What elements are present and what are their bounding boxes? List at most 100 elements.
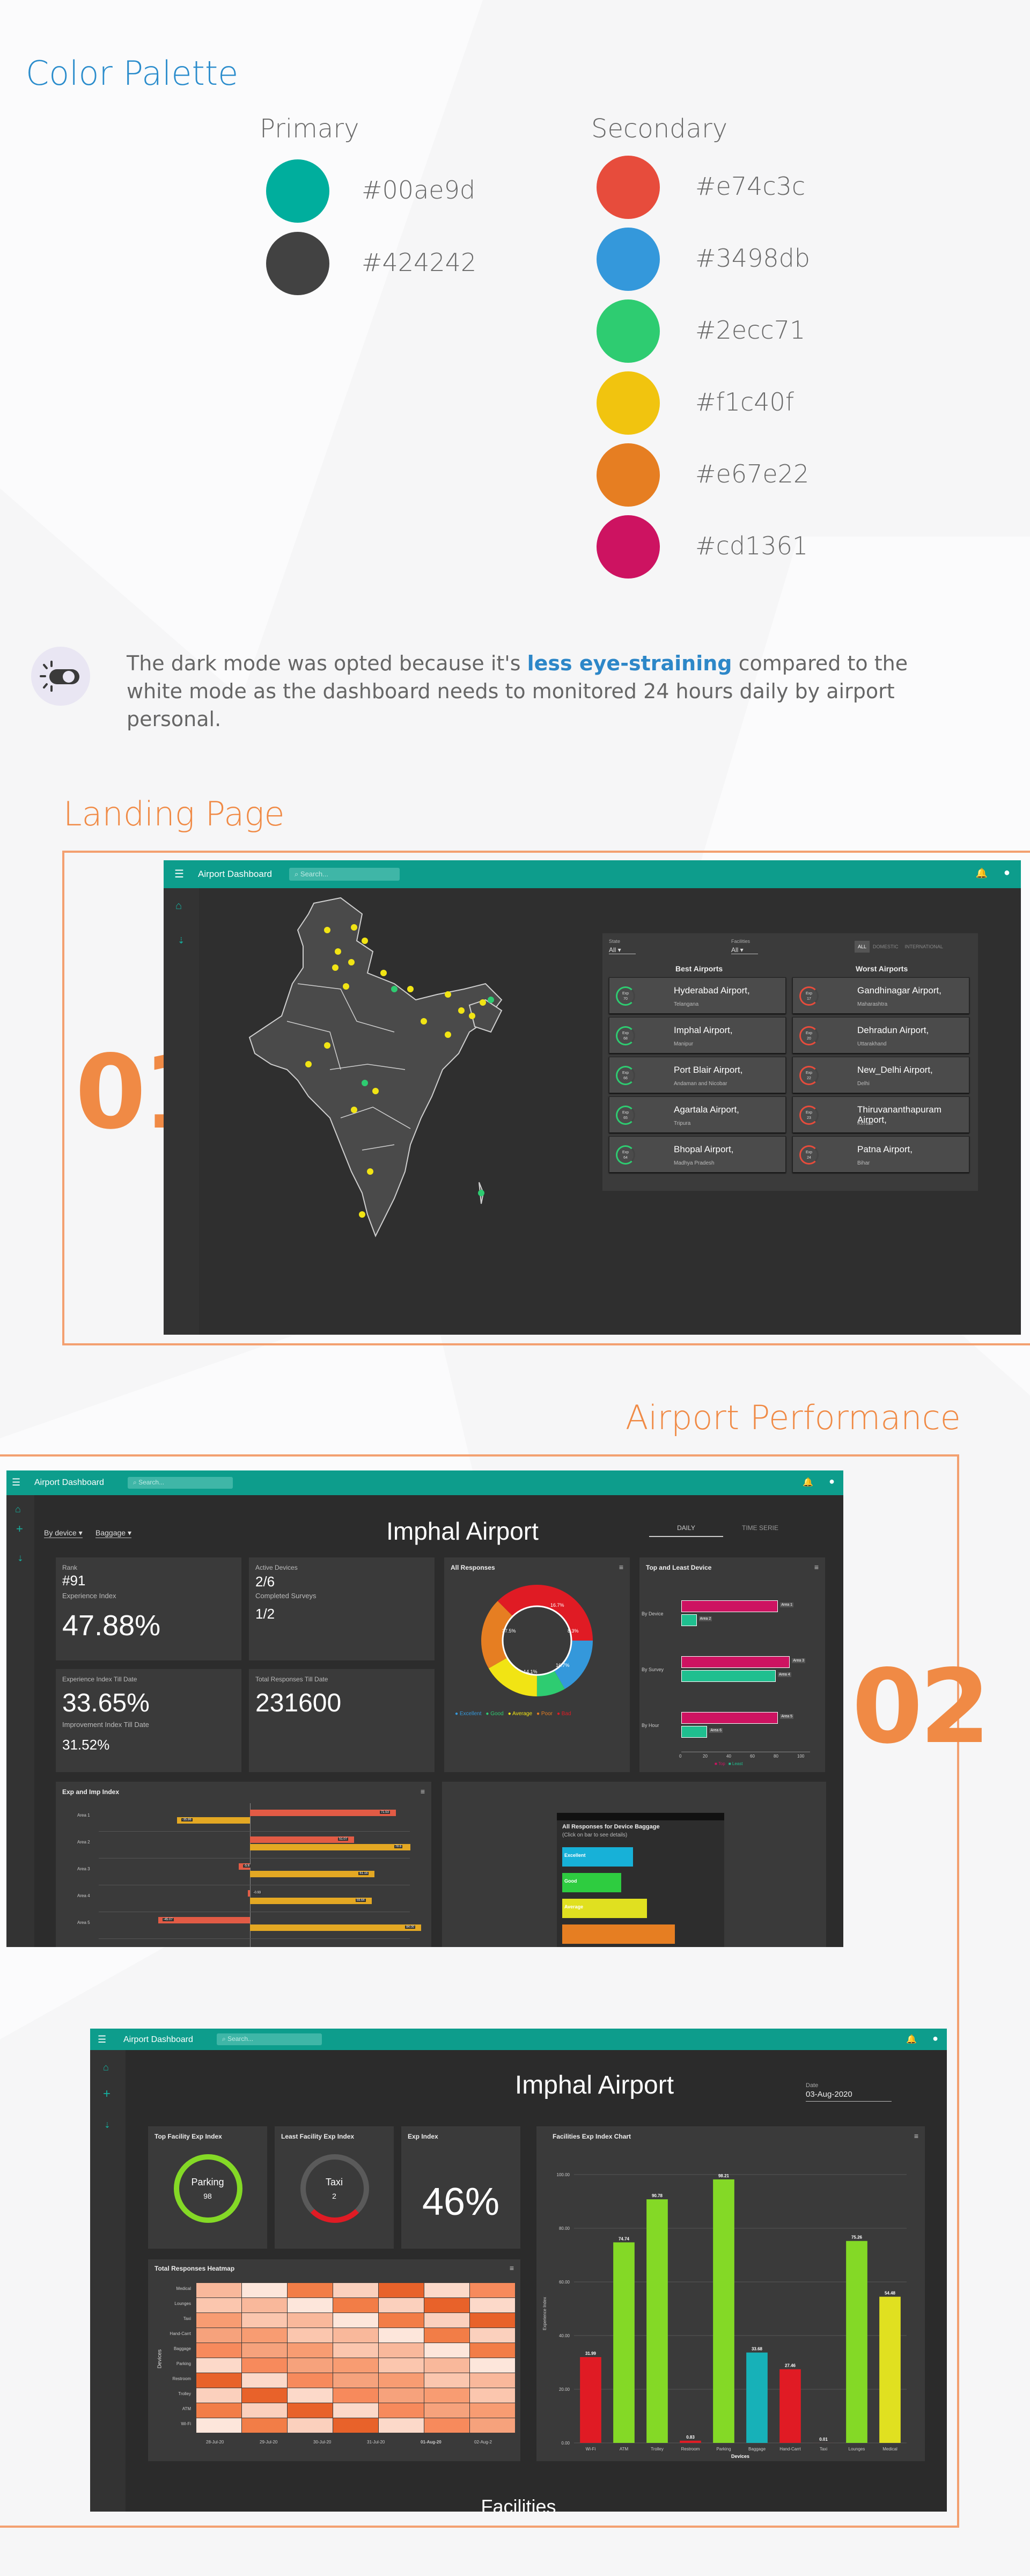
heatmap-cell[interactable] [196,2358,241,2373]
add-icon[interactable]: + [16,1522,23,1535]
airport-item[interactable]: Exp 17 Gandhinagar Airport, Maharashtra [792,977,969,1014]
heatmap-cell[interactable] [196,2388,241,2403]
device-bar[interactable]: Average [562,1899,647,1918]
imp-bar[interactable] [250,1924,422,1931]
heatmap-cell[interactable] [196,2328,241,2343]
imp-bar[interactable] [176,1817,250,1824]
responses-donut[interactable]: 16.7% 8.3% 16.7% 14.1% 37.5% [470,1574,604,1708]
heatmap-cell[interactable] [288,2388,333,2403]
heatmap-cell[interactable] [379,2313,424,2328]
heatmap-cell[interactable] [333,2388,378,2403]
heatmap-cell[interactable] [333,2328,378,2343]
heatmap-cell[interactable] [424,2373,469,2388]
heatmap-cell[interactable] [242,2343,287,2358]
filter-domestic[interactable]: DOMESTIC [873,944,899,949]
heatmap-cell[interactable] [424,2328,469,2343]
heatmap-cell[interactable] [242,2298,287,2312]
heatmap-cell[interactable] [470,2373,515,2388]
heatmap-cell[interactable] [333,2418,378,2433]
heatmap-cell[interactable] [379,2373,424,2388]
heatmap-cell[interactable] [470,2328,515,2343]
heatmap-cell[interactable] [424,2358,469,2373]
heatmap-cell[interactable] [242,2283,287,2297]
notifications-icon[interactable]: 🔔 [975,868,988,879]
heatmap-cell[interactable] [242,2373,287,2388]
top-bar[interactable] [681,1712,778,1724]
top-bar[interactable] [681,1656,790,1668]
heatmap-cell[interactable] [288,2283,333,2297]
heatmap-cell[interactable] [333,2373,378,2388]
heatmap-cell[interactable] [288,2298,333,2312]
heatmap-cell[interactable] [196,2283,241,2297]
heatmap-cell[interactable] [333,2403,378,2418]
card-menu-icon[interactable]: ≡ [814,1563,819,1571]
heatmap-cell[interactable] [424,2418,469,2433]
heatmap-cell[interactable] [470,2403,515,2418]
state-select[interactable]: All ▾ [609,946,636,954]
airport-item[interactable]: Exp 24 Patna Airport, Bihar [792,1136,969,1173]
heatmap-cell[interactable] [242,2358,287,2373]
card-menu-icon[interactable]: ≡ [420,1787,425,1796]
airport-item[interactable]: Exp 70 Hyderabad Airport, Telangana [609,977,786,1014]
heatmap-cell[interactable] [424,2403,469,2418]
india-map[interactable] [233,892,545,1316]
account-icon[interactable]: ● [829,1476,835,1487]
airport-item[interactable]: Exp 20 Dehradun Airport, Uttarakhand [792,1017,969,1053]
by-device-select[interactable]: By device ▾ [44,1528,83,1538]
heatmap-cell[interactable] [333,2313,378,2328]
heatmap-cell[interactable] [470,2313,515,2328]
home-icon[interactable]: ⌂ [103,2062,109,2073]
expand-icon[interactable]: ⇣ [104,2121,111,2129]
tab-daily[interactable]: DAILY [649,1524,723,1537]
exp-bar[interactable] [248,1890,250,1897]
heatmap-cell[interactable] [424,2343,469,2358]
heatmap-cell[interactable] [288,2343,333,2358]
heatmap-cell[interactable] [196,2298,241,2312]
heatmap-cell[interactable] [242,2313,287,2328]
heatmap-cell[interactable] [379,2418,424,2433]
home-icon[interactable]: ⌂ [15,1504,21,1514]
airport-item[interactable]: Exp 22 New_Delhi Airport, Delhi [792,1057,969,1093]
card-menu-icon[interactable]: ≡ [619,1563,623,1571]
heatmap-cell[interactable] [424,2283,469,2297]
facilities-select[interactable]: All ▾ [731,946,758,954]
heatmap-cell[interactable] [288,2328,333,2343]
airport-item[interactable]: Exp 23 Thiruvananthapuram Airport, Kerala [792,1096,969,1133]
exp-bar[interactable] [158,1917,250,1923]
heatmap-cell[interactable] [470,2298,515,2312]
facilities-bar-chart[interactable]: 0.00 20.00 40.00 60.00 80.00 100.00 Experience… [536,2142,925,2459]
date-picker[interactable]: 03-Aug-2020 [806,2090,892,2102]
airport-item[interactable]: Exp 66 Port Blair Airport, Andaman and Nic… [609,1057,786,1093]
menu-icon[interactable]: ☰ [98,2034,107,2045]
baggage-select[interactable]: Baggage ▾ [95,1528,131,1538]
imp-bar[interactable] [250,1871,375,1877]
exp-bar[interactable] [250,1836,355,1843]
heatmap-cell[interactable] [379,2298,424,2312]
card-menu-icon[interactable]: ≡ [509,2264,514,2272]
least-bar[interactable] [681,1614,697,1626]
card-menu-icon[interactable]: ≡ [914,2132,918,2140]
heatmap-cell[interactable] [333,2343,378,2358]
home-icon[interactable]: ⌂ [175,900,182,912]
device-bar[interactable]: Good [562,1873,621,1892]
heatmap-cell[interactable] [379,2388,424,2403]
heatmap-cell[interactable] [242,2388,287,2403]
heatmap-cell[interactable] [424,2388,469,2403]
heatmap-cell[interactable] [288,2373,333,2388]
heatmap-cell[interactable] [196,2343,241,2358]
heatmap-cell[interactable] [379,2328,424,2343]
menu-icon[interactable]: ☰ [12,1477,21,1488]
heatmap-cell[interactable] [379,2343,424,2358]
heatmap-cell[interactable] [242,2403,287,2418]
search-input[interactable]: ⌕ Search... [128,1477,233,1489]
account-icon[interactable]: ● [1003,867,1010,879]
heatmap-cell[interactable] [242,2418,287,2433]
heatmap-cell[interactable] [379,2283,424,2297]
heatmap-cell[interactable] [333,2283,378,2297]
expand-icon[interactable]: ⇣ [17,1554,24,1563]
imp-bar[interactable] [250,1844,410,1850]
least-bar[interactable] [681,1726,708,1738]
filter-international[interactable]: INTERNATIONAL [904,944,943,949]
heatmap-cell[interactable] [379,2403,424,2418]
least-bar[interactable] [681,1670,776,1682]
